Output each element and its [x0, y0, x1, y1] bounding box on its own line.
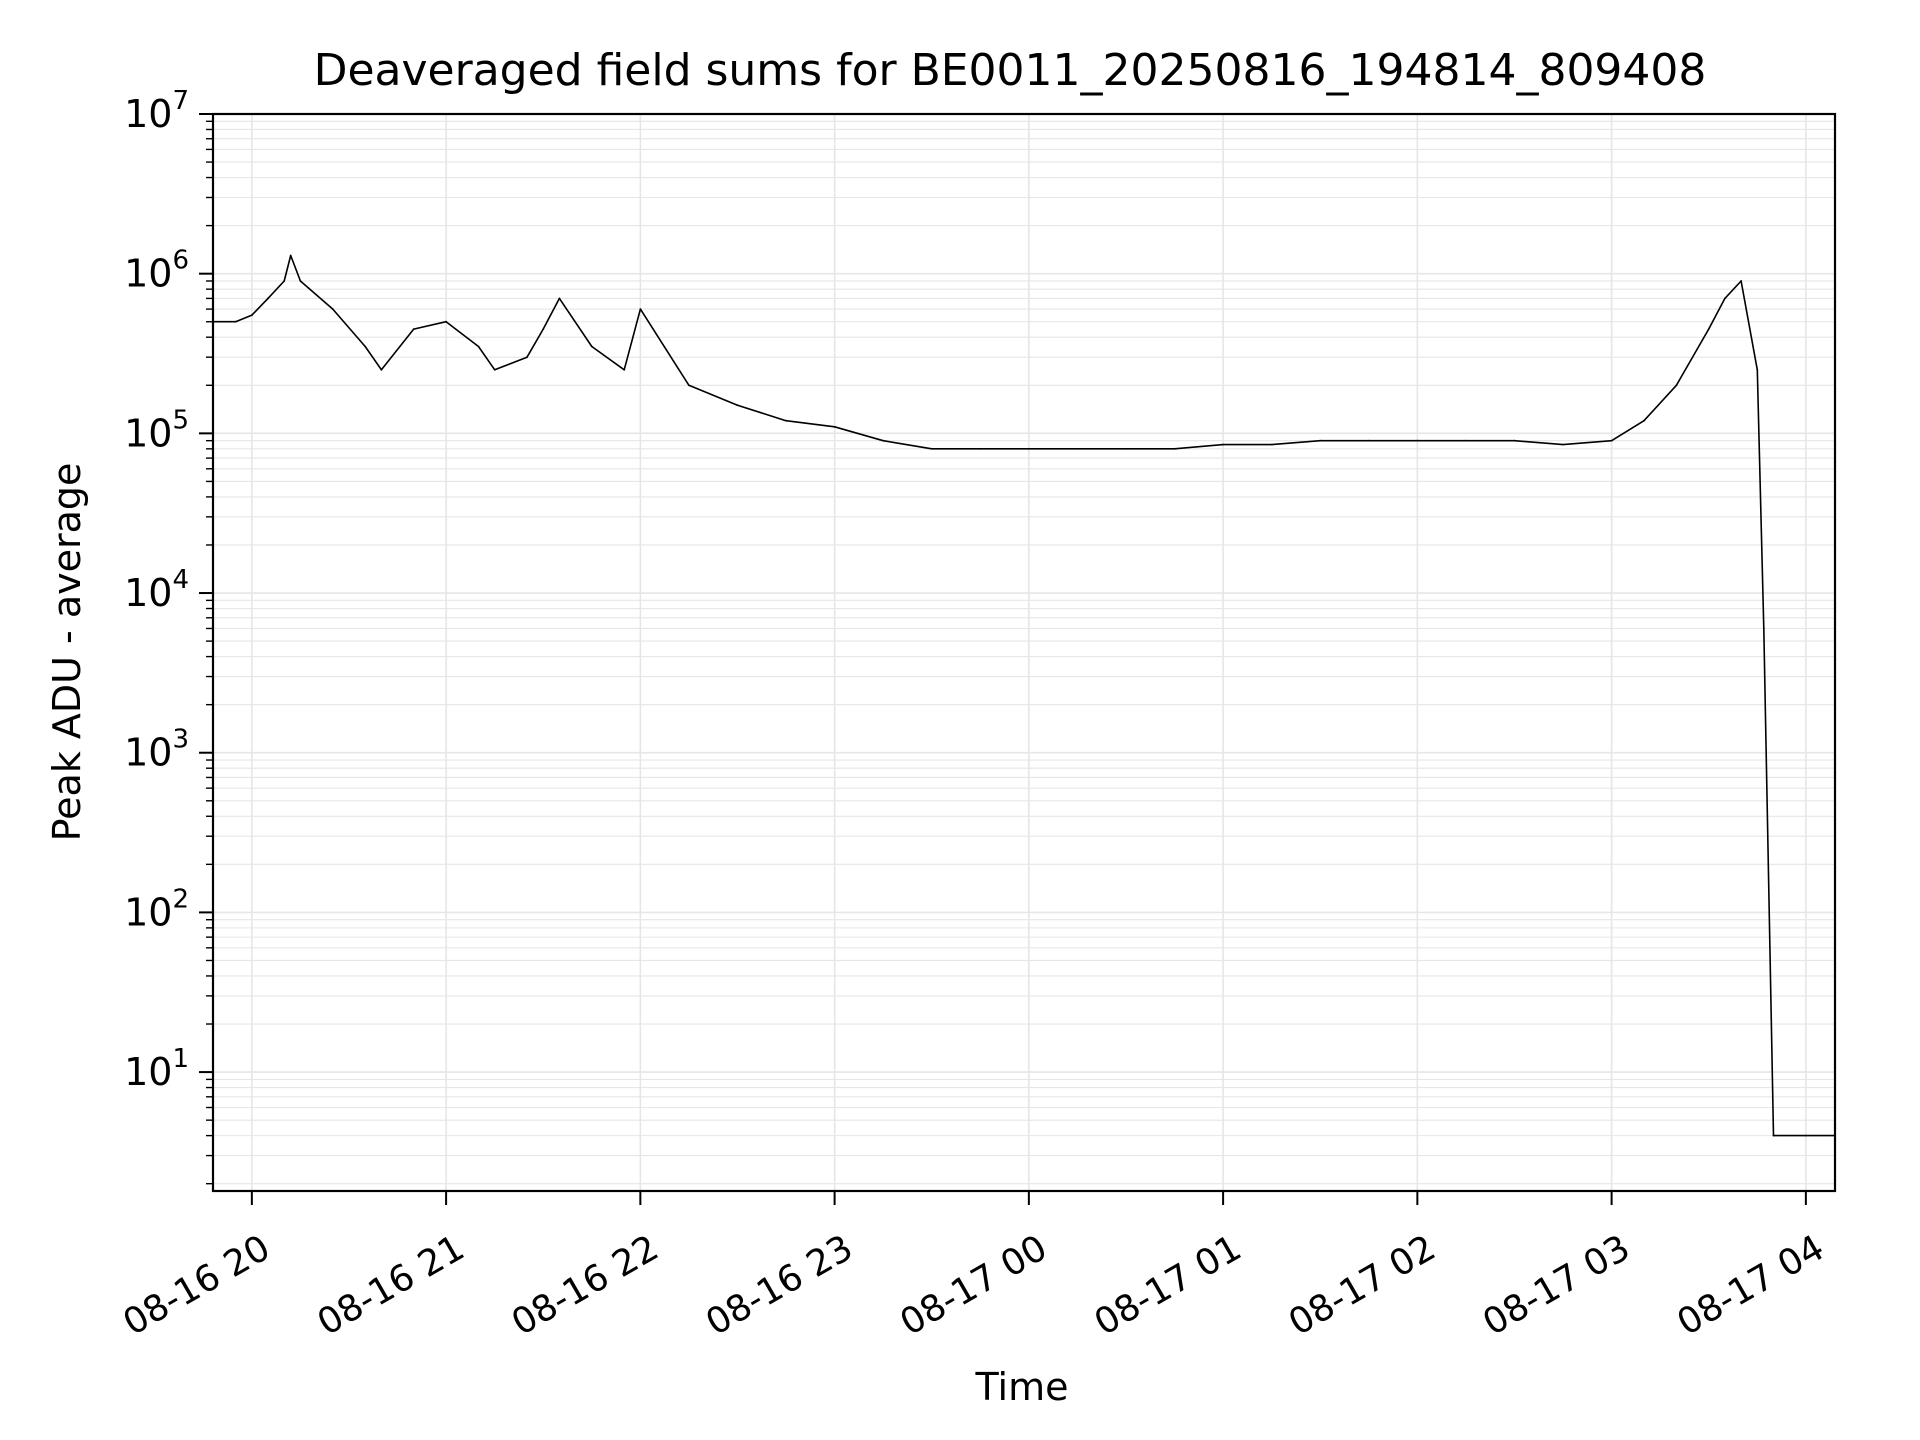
data-point: [289, 254, 292, 257]
data-point: [1724, 297, 1726, 300]
data-point: [1740, 280, 1742, 282]
grid: [213, 113, 1835, 1191]
data-point: [882, 439, 885, 442]
data-point: [1416, 439, 1419, 442]
data-point: [979, 447, 982, 450]
data-point: [331, 308, 334, 310]
data-point: [1076, 447, 1079, 450]
data-point: [833, 425, 836, 428]
data-point: [493, 368, 496, 371]
y-tick-label: 103: [124, 725, 189, 775]
y-tick-label: 104: [124, 565, 189, 615]
data-point: [1513, 439, 1516, 442]
data-point: [283, 280, 286, 282]
data-point: [445, 320, 447, 323]
data-point: [299, 280, 302, 282]
data-point: [267, 297, 269, 300]
data-point: [623, 368, 626, 371]
data-point: [234, 320, 237, 323]
data-point: [1270, 443, 1273, 446]
data-point: [1125, 447, 1127, 450]
data-point: [558, 297, 561, 300]
data-point: [785, 419, 787, 422]
data-point: [526, 356, 528, 359]
data-point: [251, 314, 253, 316]
data-point: [1319, 439, 1322, 442]
chart-title: Deaveraged field sums for BE0011_2025081…: [314, 45, 1707, 96]
y-tick-label: 107: [124, 86, 189, 136]
data-point: [380, 368, 383, 371]
data-point: [1562, 443, 1564, 446]
data-point: [412, 328, 415, 330]
data-point: [1772, 1134, 1775, 1137]
data-point: [1643, 419, 1645, 422]
data-point: [930, 447, 933, 450]
data-point: [1465, 439, 1467, 442]
data-point: [1707, 328, 1710, 330]
data-point: [542, 328, 545, 330]
data-point: [1805, 1134, 1807, 1137]
y-tick-label: 106: [124, 246, 189, 296]
y-axis-label: Peak ADU - average: [45, 463, 89, 842]
data-point: [1222, 443, 1224, 446]
y-tick-label: 102: [124, 884, 189, 934]
data-point: [1756, 368, 1759, 371]
y-tick-label: 105: [124, 405, 189, 455]
data-point: [477, 345, 480, 348]
data-point: [639, 308, 642, 310]
data-point: [1367, 439, 1370, 442]
x-axis-label: Time: [975, 1365, 1069, 1409]
data-point: [364, 345, 367, 348]
data-point: [1173, 447, 1176, 450]
data-point: [1675, 384, 1678, 387]
data-point: [736, 404, 739, 407]
series-line: [213, 254, 1835, 1137]
data-point: [1610, 439, 1613, 442]
plot-frame: [211, 112, 1837, 1193]
y-tick-label: 101: [124, 1044, 189, 1094]
data-point: [590, 345, 593, 348]
data-point: [1028, 447, 1030, 450]
data-point: [1762, 627, 1765, 630]
data-point: [688, 384, 690, 387]
